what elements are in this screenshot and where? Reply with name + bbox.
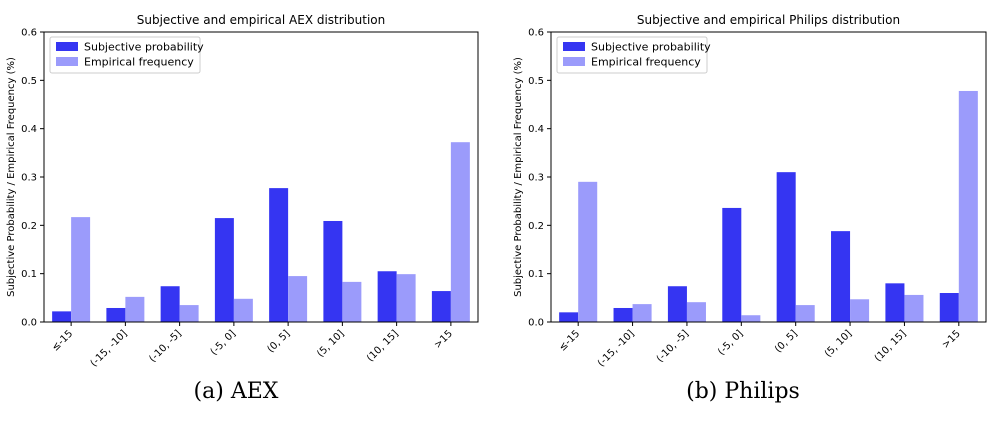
bar-empirical [233, 298, 253, 322]
bar-empirical [396, 274, 416, 322]
x-tick-label: (5, 10] [315, 328, 346, 359]
bar-empirical [741, 315, 761, 322]
y-tick-label: 0.4 [21, 124, 37, 135]
bar-empirical [578, 181, 598, 322]
plot-frame [550, 31, 987, 323]
legend-swatch-subjective [56, 42, 78, 51]
x-tick-label: (-5, 0] [716, 328, 745, 357]
bar-empirical [958, 90, 978, 322]
bar-empirical [288, 276, 308, 322]
bar-empirical [795, 305, 815, 322]
legend-swatch-empirical [563, 57, 585, 66]
bar-empirical [904, 294, 924, 322]
legend-label-empirical: Empirical frequency [84, 56, 194, 69]
bar-empirical [686, 302, 706, 322]
bar-subjective [106, 307, 126, 322]
chart-title: Subjective and empirical AEX distributio… [137, 13, 385, 27]
y-axis-label: Subjective Probability / Empirical Frequ… [513, 57, 524, 297]
chart-aex: Subjective and empirical AEX distributio… [6, 13, 479, 369]
chart-title: Subjective and empirical Philips distrib… [637, 13, 900, 27]
x-tick-label: (5, 10] [823, 328, 854, 359]
y-tick-label: 0.4 [528, 124, 544, 135]
x-tick-label: (10, 15] [365, 328, 401, 364]
bar-subjective [214, 218, 234, 322]
bar-subjective [667, 286, 687, 322]
y-tick-label: 0.0 [21, 318, 37, 329]
bar-empirical [342, 281, 362, 322]
plot-frame [43, 31, 479, 323]
bar-empirical [71, 217, 91, 322]
bar-subjective [831, 231, 851, 322]
x-tick-label: (-15, -10] [89, 328, 130, 369]
bar-subjective [776, 172, 796, 322]
y-tick-label: 0.2 [528, 221, 544, 232]
bar-subjective [431, 291, 451, 322]
bar-subjective [939, 293, 959, 322]
bar-subjective [885, 283, 905, 322]
y-tick-label: 0.1 [21, 269, 37, 280]
x-tick-label: (-15, -10] [596, 328, 637, 369]
y-tick-label: 0.3 [21, 173, 37, 184]
x-tick-label: (0, 5] [265, 328, 292, 355]
y-tick-label: 0.6 [21, 28, 37, 39]
bar-subjective [323, 220, 343, 322]
y-tick-label: 0.1 [528, 269, 544, 280]
x-tick-label: ≤-15 [557, 328, 582, 353]
bar-empirical [179, 305, 199, 322]
x-tick-label: ≤-15 [50, 328, 75, 353]
caption-aex: (a) AEX [194, 379, 279, 404]
legend-swatch-subjective [563, 42, 585, 51]
bar-subjective [377, 271, 397, 322]
y-tick-label: 0.2 [21, 221, 37, 232]
bar-empirical [125, 296, 145, 322]
x-tick-label: (-10, -5] [147, 328, 183, 364]
y-axis-label: Subjective Probability / Empirical Frequ… [6, 57, 17, 297]
x-tick-label: (-5, 0] [209, 328, 238, 357]
x-tick-label: (-10, -5] [655, 328, 691, 364]
bar-subjective [269, 188, 289, 322]
bar-subjective [160, 286, 180, 322]
x-tick-label: >15 [432, 328, 455, 351]
legend-swatch-empirical [56, 57, 78, 66]
y-tick-label: 0.5 [21, 76, 37, 87]
bar-empirical [850, 299, 870, 322]
legend-label-subjective: Subjective probability [84, 41, 204, 54]
x-tick-label: (0, 5] [773, 328, 800, 355]
y-tick-label: 0.5 [528, 76, 544, 87]
chart-philips: Subjective and empirical Philips distrib… [513, 13, 987, 369]
bar-empirical [450, 142, 470, 322]
legend-box [49, 36, 201, 74]
legend-label-subjective: Subjective probability [591, 41, 711, 54]
caption-philips: (b) Philips [686, 379, 800, 404]
x-tick-label: >15 [940, 328, 963, 351]
bar-empirical [632, 304, 652, 322]
y-tick-label: 0.0 [528, 318, 544, 329]
bar-subjective [722, 207, 742, 322]
y-tick-label: 0.6 [528, 28, 544, 39]
bar-subjective [52, 311, 72, 322]
legend-label-empirical: Empirical frequency [591, 56, 701, 69]
y-tick-label: 0.3 [528, 173, 544, 184]
x-tick-label: (10, 15] [873, 328, 909, 364]
bar-subjective [559, 312, 579, 322]
legend-box [556, 36, 708, 74]
bar-subjective [613, 307, 633, 322]
